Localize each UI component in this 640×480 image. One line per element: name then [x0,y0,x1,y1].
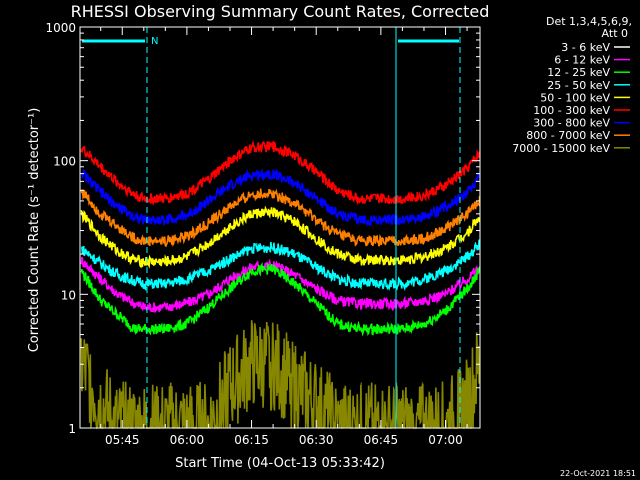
legend-label: 300 - 800 keV [533,117,610,130]
annotation-label: N [151,36,158,47]
legend-label: 50 - 100 keV [540,91,610,104]
x-tick-label: 06:15 [234,433,269,447]
legend-header-line-2: Att 0 [602,27,628,40]
timestamp: 22-Oct-2021 18:51 [560,469,636,478]
legend-header-line-1: Det 1,3,4,5,6,9, [546,15,632,28]
legend-label: 800 - 7000 keV [526,129,610,142]
series-line [80,167,481,227]
series-line [80,139,481,207]
x-axis-label: Start Time (04-Oct-13 05:33:42) [175,456,385,471]
series-line [80,188,481,248]
x-tick-label: 05:45 [105,433,140,447]
plot-frame [79,26,481,429]
legend-label: 100 - 300 keV [533,104,610,117]
series-layer [80,139,481,430]
legend-label: 7000 - 15000 keV [512,142,610,155]
x-tick-label: 06:00 [170,433,205,447]
legend-label: 12 - 25 keV [547,66,610,79]
series-line [80,280,481,390]
legend-label: 3 - 6 keV [561,41,610,54]
y-tick-label: 10 [61,288,76,302]
legend-label: 6 - 12 keV [554,54,610,67]
x-tick-label: 06:30 [299,433,334,447]
y-axis-label: Corrected Count Rate (s⁻¹ detector⁻¹) [27,108,42,353]
series-line [80,205,481,269]
x-tick-label: 06:45 [364,433,399,447]
y-tick-label: 1 [68,422,76,436]
y-tick-label: 100 [53,155,76,169]
series-line [80,256,480,313]
axis-layer: 1 10 100 1000 05:45 06:00 06:15 06:30 06:45 07:00 [45,21,480,447]
series-line [80,261,481,337]
series-line [81,239,481,292]
chart-title: RHESSI Observing Summary Count Rates, Co… [71,2,490,21]
legend-label: 25 - 50 keV [547,79,610,92]
y-tick-label: 1000 [45,21,76,35]
x-tick-label: 07:00 [428,433,463,447]
